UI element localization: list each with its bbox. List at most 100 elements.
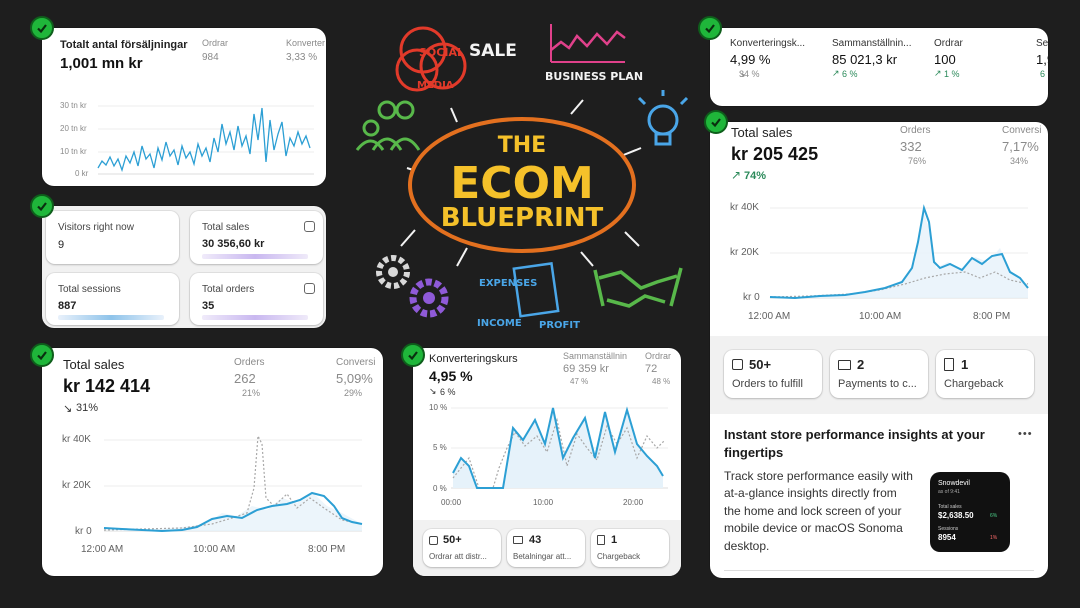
title-the: THE — [498, 133, 546, 158]
metric-label: Ordrar — [934, 38, 963, 49]
live-sales-tile[interactable]: Total sales 30 356,60 kr — [190, 211, 323, 264]
widget-sales-label: Total sales — [938, 504, 962, 510]
conversion-value: 7,17% — [1002, 139, 1039, 154]
revenue-change: 47 % — [570, 377, 589, 386]
widget-sales-value: $2,638.50 — [938, 511, 974, 520]
y-tick: kr 40K — [62, 434, 91, 445]
conversion-card[interactable]: Konverteringskurs 4,95 % ↘ 6 % Sammanstä… — [413, 348, 681, 576]
widget-time: as of 9:41 — [938, 489, 960, 495]
insight-title: Instant store performance insights at yo… — [724, 427, 985, 460]
orders-bar — [202, 315, 308, 320]
orders-label: Ordrar — [645, 351, 672, 361]
card-title: Konverteringskurs — [429, 353, 518, 365]
tile-orders-fulfill[interactable]: 50+ Orders to fulfill — [724, 350, 822, 398]
conversion-label: Konverter — [286, 38, 326, 48]
sessions-tile[interactable]: Total sessions 887 — [46, 273, 179, 325]
card-value: 1,001 mn kr — [60, 55, 143, 72]
payment-icon — [513, 536, 523, 544]
conversion-change: 29% — [344, 388, 363, 398]
tile-label: Chargeback — [597, 552, 641, 561]
metric-change: 6 % — [842, 69, 858, 79]
sales-bar — [202, 254, 308, 259]
social-label: SOCIAL — [419, 46, 464, 59]
visitors-tile[interactable]: Visitors right now 9 — [46, 211, 179, 264]
widget-sessions-label: Sessions — [938, 526, 959, 532]
metric-label: Se — [1036, 38, 1048, 49]
checkmark-icon — [704, 110, 728, 134]
y-tick: 10 % — [429, 403, 448, 412]
tile-fulfill[interactable]: 50+ Ordrar att distr... — [423, 529, 501, 567]
widget-preview: Snowdevil as of 9:41 Total sales $2,638.… — [930, 472, 1010, 552]
checkmark-icon — [698, 16, 722, 40]
y-tick: 0 % — [433, 484, 447, 493]
tile-payments[interactable]: 2 Payments to c... — [830, 350, 928, 398]
tile-payments[interactable]: 43 Betalningar att... — [507, 529, 585, 567]
report-icon[interactable] — [304, 283, 315, 294]
sale-label: SALE — [469, 41, 517, 61]
gears-icon — [376, 255, 449, 318]
handshake-icon — [593, 267, 683, 308]
conversion-change: 34% — [1010, 156, 1029, 166]
orders-tile[interactable]: Total orders 35 — [190, 273, 323, 325]
tile-label: Chargeback — [944, 378, 1004, 390]
total-sales-card-left[interactable]: Total sales kr 142 414 ↘ 31% Orders 262 … — [42, 348, 383, 576]
lightbulb-icon — [637, 90, 689, 146]
report-icon[interactable] — [304, 221, 315, 232]
ecom-blueprint-illustration: SOCIAL MEDIA SALE BUSINESS PLAN THE ECOM… — [355, 24, 689, 331]
svg-text:INCOME: INCOME — [477, 318, 522, 329]
conversion-label: Conversi — [1002, 125, 1042, 136]
metric-change: 1 % — [944, 69, 960, 79]
widget-store: Snowdevil — [938, 480, 970, 487]
card-change: 74% — [744, 170, 767, 182]
tile-value: 50+ — [749, 357, 772, 372]
checkmark-icon — [30, 16, 54, 40]
sessions-bar — [58, 315, 164, 320]
card-title: Total sales — [731, 125, 793, 140]
orders-value: 332 — [900, 139, 922, 154]
title-ecom: ECOM — [450, 158, 594, 209]
tile-value: 43 — [529, 534, 542, 546]
orders-change: 76% — [908, 156, 927, 166]
tile-label: Ordrar att distr... — [429, 552, 487, 561]
metric-label: Sammanställnin... — [832, 38, 912, 49]
inbox-icon — [732, 359, 743, 370]
metric-value: 100 — [934, 52, 956, 67]
metrics-strip-card[interactable]: Konverteringsk... 4,99 % ↘ 34 % Sammanst… — [710, 28, 1048, 106]
y-tick: 30 tn kr — [60, 101, 87, 110]
orders-tile-label: Total orders — [202, 284, 255, 295]
x-tick: 12:00 AM — [748, 311, 791, 322]
card-value: kr 142 414 — [63, 376, 151, 396]
y-tick: 10 tn kr — [60, 147, 87, 156]
tile-value: 50+ — [443, 534, 462, 546]
sales-chart — [769, 204, 1029, 300]
clipboard-icon — [944, 358, 954, 371]
title-blueprint: BLUEPRINT — [441, 203, 604, 233]
orders-label: Orders — [234, 357, 265, 368]
live-view-card[interactable]: Visitors right now 9 Total sales 30 356,… — [42, 206, 326, 328]
arrow-down-right-icon: ↘ — [63, 403, 73, 415]
tile-label: Orders to fulfill — [732, 378, 803, 390]
card-title: Total sales — [63, 357, 125, 372]
card-title: Totalt antal försäljningar — [60, 39, 188, 51]
orders-label: Ordrar — [202, 38, 229, 48]
total-sales-card-right[interactable]: Total sales kr 205 425 ↗ 74% Orders 332 … — [710, 122, 1048, 578]
card-change: 31% — [76, 402, 99, 414]
arrow-down-right-icon: ↘ — [738, 69, 746, 79]
y-tick: kr 0 — [743, 292, 760, 303]
sales-total-card[interactable]: Totalt antal försäljningar 1,001 mn kr O… — [42, 28, 326, 186]
sales-chart — [103, 433, 363, 533]
card-value: 4,95 % — [429, 368, 473, 384]
svg-text:EXPENSES: EXPENSES — [479, 278, 537, 289]
clipboard-icon — [597, 535, 605, 545]
more-menu-icon[interactable]: ••• — [1018, 428, 1033, 440]
people-icon — [355, 100, 421, 151]
sessions-label: Total sessions — [58, 284, 121, 295]
metric-value: 4,99 % — [730, 52, 771, 67]
tile-chargeback[interactable]: 1 Chargeback — [591, 529, 669, 567]
tile-chargeback[interactable]: 1 Chargeback — [936, 350, 1034, 398]
orders-value: 72 — [645, 363, 658, 375]
y-tick: 5 % — [433, 443, 447, 452]
conversion-value: 3,33 % — [286, 52, 318, 63]
x-tick: 8:00 PM — [973, 311, 1011, 322]
visitors-label: Visitors right now — [58, 222, 134, 233]
